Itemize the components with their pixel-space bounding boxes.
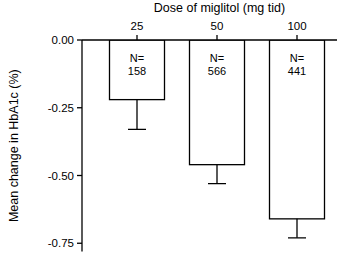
x-tick (216, 35, 217, 40)
error-stem (136, 100, 137, 130)
y-tick (77, 243, 82, 244)
x-tick-label: 100 (287, 20, 306, 32)
error-bar (128, 100, 146, 130)
y-tick (77, 107, 82, 108)
x-tick (136, 35, 137, 40)
x-axis-title: Dose of miglitol (mg tid) (154, 1, 285, 15)
y-tick-label: -0.75 (48, 237, 74, 249)
x-tick-label: 50 (211, 20, 224, 32)
y-tick-label: -0.25 (48, 102, 74, 114)
error-cap (128, 129, 146, 130)
y-tick-label: 0.00 (52, 34, 74, 46)
error-cap (208, 183, 226, 184)
annotation: 441 (288, 65, 306, 77)
y-axis-line (81, 40, 82, 251)
chart-container: N=158N=566N=4410.00-0.25-0.50-0.75255010… (0, 0, 354, 257)
bar (270, 40, 325, 219)
annotation: 566 (208, 65, 226, 77)
bar (190, 40, 245, 165)
y-axis-title: Mean change in HbA1c (%) (7, 69, 21, 222)
error-stem (216, 165, 217, 184)
bars (110, 40, 325, 238)
y-tick (77, 175, 82, 176)
y-tick (77, 39, 82, 40)
y-tick-label: -0.50 (48, 170, 74, 182)
annotation: N= (290, 52, 304, 64)
error-bar (208, 165, 226, 184)
error-bar (288, 219, 306, 238)
x-tick-label: 25 (131, 20, 144, 32)
annotation: 158 (128, 65, 146, 77)
annotation: N= (130, 52, 144, 64)
x-axis-line (82, 39, 337, 40)
error-cap (288, 237, 306, 238)
x-tick (296, 35, 297, 40)
chart-svg: N=158N=566N=4410.00-0.25-0.50-0.75255010… (0, 0, 354, 257)
error-stem (296, 219, 297, 238)
annotation: N= (210, 52, 224, 64)
bar (110, 40, 165, 100)
